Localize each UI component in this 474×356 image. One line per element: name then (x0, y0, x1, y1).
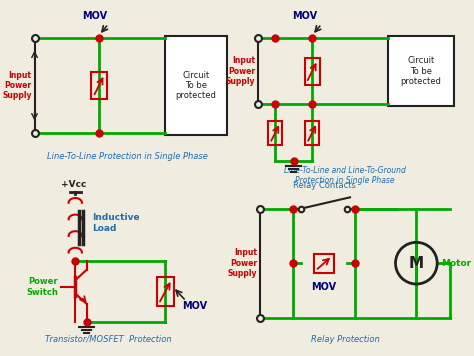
Text: Circuit
To be
protected: Circuit To be protected (176, 70, 217, 100)
Text: Input
Power
Supply: Input Power Supply (226, 56, 255, 86)
Bar (157, 277, 174, 306)
Bar (313, 254, 334, 273)
Text: +Vcc: +Vcc (61, 180, 86, 189)
Text: MOV: MOV (82, 11, 107, 21)
Bar (305, 121, 319, 145)
Text: MOV: MOV (182, 301, 208, 311)
Text: Power
Switch: Power Switch (27, 277, 58, 297)
Bar (268, 121, 283, 145)
Text: Motor: Motor (441, 259, 471, 268)
Bar (91, 72, 107, 99)
Bar (305, 58, 319, 85)
Text: MOV: MOV (292, 11, 317, 21)
Bar (388, 36, 454, 106)
Text: Inductive
Load: Inductive Load (92, 213, 140, 232)
Text: Input
Power
Supply: Input Power Supply (2, 70, 32, 100)
Text: Line-To-Line Protection in Single Phase: Line-To-Line Protection in Single Phase (47, 152, 208, 161)
Text: MOV: MOV (311, 282, 337, 292)
Text: Circuit
To be
protected: Circuit To be protected (401, 56, 441, 86)
Text: Line-To-Line and Line-To-Ground
Protection in Single Phase: Line-To-Line and Line-To-Ground Protecti… (284, 166, 406, 185)
Text: Relay Protection: Relay Protection (311, 335, 380, 344)
Text: Input
Power
Supply: Input Power Supply (228, 248, 257, 278)
Bar (165, 36, 227, 135)
Text: Relay Contacts: Relay Contacts (292, 181, 356, 190)
Text: M: M (409, 256, 424, 271)
Text: Transistor/MOSFET  Protection: Transistor/MOSFET Protection (45, 335, 172, 344)
